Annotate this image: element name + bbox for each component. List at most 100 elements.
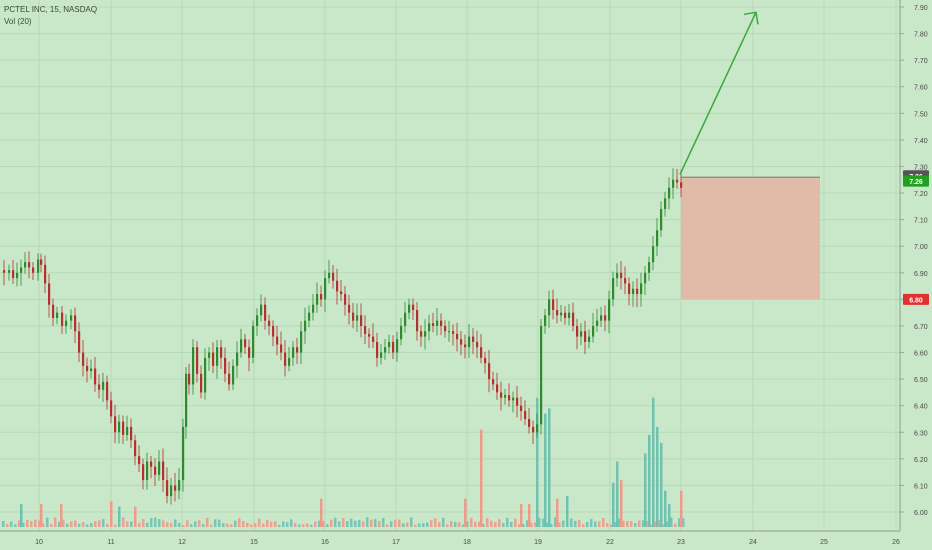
candle-body xyxy=(636,288,639,295)
volume-bar xyxy=(18,520,21,527)
candle-body xyxy=(652,246,655,263)
candle-body xyxy=(28,262,31,268)
volume-bar-large xyxy=(612,482,615,527)
volume-bar xyxy=(470,517,473,527)
volume-bar xyxy=(678,518,681,527)
candle-body xyxy=(564,312,567,318)
volume-bar xyxy=(390,521,393,527)
volume-bar xyxy=(190,524,193,527)
candle-body xyxy=(488,363,491,380)
candle-body xyxy=(204,357,207,393)
candle-body xyxy=(532,426,535,433)
candle-body xyxy=(312,304,315,313)
candle-body xyxy=(480,347,483,358)
target-arrow-head xyxy=(743,11,759,25)
candle-body xyxy=(74,315,77,332)
volume-bar xyxy=(418,523,421,527)
volume-bar xyxy=(238,518,241,527)
candle-body xyxy=(544,315,547,326)
volume-bar xyxy=(382,517,385,527)
volume-bar xyxy=(78,523,81,527)
volume-bar xyxy=(454,521,457,527)
volume-bar xyxy=(22,522,25,527)
candle-body xyxy=(640,283,643,295)
volume-bar xyxy=(622,520,625,527)
volume-bar xyxy=(450,521,453,527)
candle-body xyxy=(440,320,443,326)
candle-body xyxy=(232,365,235,385)
volume-indicator-label[interactable]: Vol (20) xyxy=(4,17,32,26)
volume-bar xyxy=(662,524,665,527)
volume-bar xyxy=(426,522,429,527)
candle-body xyxy=(476,341,479,348)
candle-body xyxy=(380,352,383,358)
volume-bar xyxy=(342,517,345,527)
volume-bar-large xyxy=(20,504,23,527)
volume-bar xyxy=(286,522,289,527)
candle-body xyxy=(624,278,627,284)
volume-bar xyxy=(290,519,293,527)
volume-bar xyxy=(526,520,529,527)
volume-bar xyxy=(230,524,233,527)
volume-bar-large xyxy=(620,480,623,527)
candle-body xyxy=(102,381,105,390)
volume-bar xyxy=(266,520,269,527)
volume-bar xyxy=(506,517,509,527)
candle-body xyxy=(556,310,559,316)
volume-bar xyxy=(598,521,601,527)
candle-body xyxy=(392,341,395,353)
volume-bar xyxy=(666,521,669,527)
candle-body xyxy=(352,312,355,321)
volume-bar xyxy=(650,524,653,527)
volume-bar xyxy=(206,517,209,527)
volume-bar xyxy=(654,521,657,527)
candle-body xyxy=(208,352,211,358)
candle-body xyxy=(90,368,93,372)
candle-body xyxy=(468,336,471,348)
candle-body xyxy=(344,294,347,305)
volume-bar xyxy=(262,523,265,527)
x-tick-label: 22 xyxy=(606,539,614,546)
candle-body xyxy=(8,270,11,273)
candle-body xyxy=(256,315,259,326)
volume-bar-large xyxy=(556,498,559,527)
candle-body xyxy=(348,304,351,313)
volume-bar xyxy=(510,521,513,527)
volume-bar xyxy=(70,521,73,527)
volume-bar xyxy=(98,520,101,527)
candle-body xyxy=(552,299,555,310)
candle-body xyxy=(170,485,173,497)
volume-bar xyxy=(562,520,565,527)
price-badge xyxy=(903,175,929,187)
volume-bar xyxy=(338,521,341,527)
volume-bar xyxy=(26,519,29,527)
candle-body xyxy=(44,264,47,284)
volume-bar xyxy=(322,520,325,527)
volume-bar xyxy=(558,522,561,527)
candle-body xyxy=(134,440,137,457)
x-tick-label: 12 xyxy=(178,539,186,546)
volume-bar-large xyxy=(680,490,683,527)
volume-bar xyxy=(94,521,97,527)
candle-body xyxy=(376,341,379,358)
y-tick-label: 7.40 xyxy=(914,138,928,145)
candle-body xyxy=(70,315,73,321)
y-tick-label: 7.60 xyxy=(914,85,928,92)
candle-body xyxy=(276,336,279,345)
candle-body xyxy=(288,357,291,366)
candle-body xyxy=(400,325,403,340)
volume-bar xyxy=(318,520,321,527)
candle-body xyxy=(512,397,515,401)
volume-bar xyxy=(638,520,641,527)
candle-body xyxy=(492,379,495,385)
volume-bar xyxy=(226,523,229,527)
volume-bar xyxy=(474,521,477,527)
candle-body xyxy=(612,278,615,300)
candle-body xyxy=(516,397,519,406)
volume-bar xyxy=(182,524,185,527)
volume-bar xyxy=(270,521,273,527)
candle-body xyxy=(428,323,431,332)
y-tick-label: 7.00 xyxy=(914,244,928,251)
candle-body xyxy=(676,179,679,183)
